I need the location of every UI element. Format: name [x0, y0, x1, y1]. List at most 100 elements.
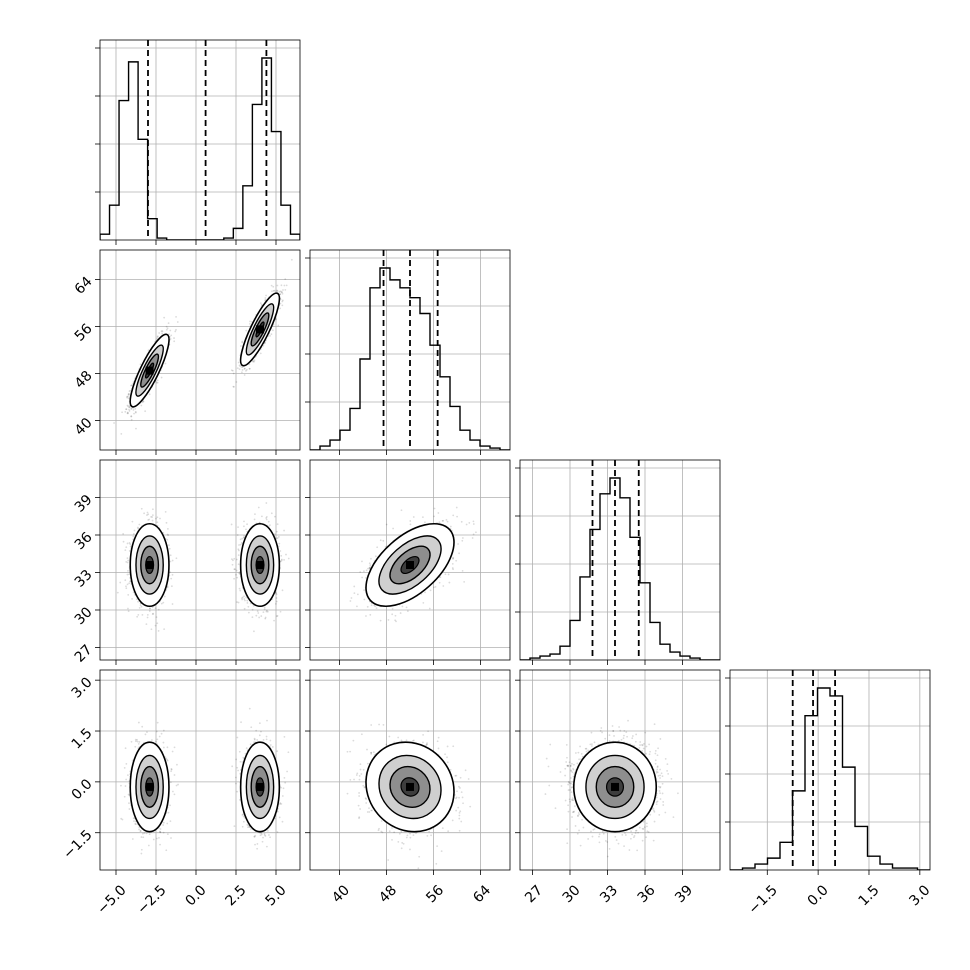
scatter-point: [127, 593, 130, 596]
scatter-point: [278, 290, 281, 293]
scatter-point: [281, 304, 284, 307]
scatter-point: [275, 537, 278, 540]
scatter-point: [272, 285, 275, 288]
scatter-point: [135, 427, 137, 430]
scatter-point: [253, 518, 256, 521]
scatter-point: [126, 412, 129, 415]
scatter-point: [151, 516, 154, 518]
scatter-point: [130, 408, 133, 410]
scatter-point: [124, 579, 127, 582]
scatter-point: [124, 410, 127, 413]
scatter-point: [130, 415, 133, 418]
scatter-point: [130, 415, 133, 418]
scatter-point: [160, 376, 163, 379]
scatter-point: [125, 587, 128, 590]
scatter-point: [276, 614, 279, 617]
scatter-point: [270, 284, 273, 287]
scatter-point: [134, 410, 137, 413]
scatter-point: [129, 543, 132, 546]
scatter-point: [252, 604, 255, 607]
scatter-point: [163, 316, 166, 319]
scatter-point: [279, 298, 282, 301]
scatter-point: [127, 569, 129, 572]
histogram-panel-0: [100, 40, 300, 240]
scatter-point: [134, 407, 137, 410]
scatter-point: [281, 291, 283, 294]
scatter-point: [253, 359, 256, 362]
scatter-point: [278, 542, 281, 545]
scatter-point: [161, 332, 164, 335]
scatter-point: [126, 573, 129, 576]
scatter-point: [129, 580, 132, 583]
scatter-point: [240, 597, 243, 600]
scatter-point: [230, 523, 233, 526]
scatter-point: [128, 408, 130, 411]
scatter-point: [124, 549, 127, 552]
scatter-point: [243, 367, 246, 370]
scatter-point: [173, 340, 176, 343]
scatter-point: [282, 289, 284, 291]
scatter-point: [127, 405, 130, 408]
scatter-point: [233, 385, 235, 388]
scatter-point: [251, 360, 254, 362]
density-peak: [145, 366, 154, 375]
histogram-panel-3: [730, 670, 930, 870]
scatter-point: [280, 559, 283, 562]
scatter-point: [275, 597, 278, 599]
scatter-point: [147, 519, 150, 521]
scatter-point: [165, 521, 168, 524]
scatter-point: [133, 412, 135, 415]
scatter-point: [175, 328, 177, 331]
scatter-point: [265, 610, 268, 613]
scatter-point: [163, 595, 166, 598]
scatter-point: [247, 611, 250, 614]
scatter-point: [235, 558, 238, 561]
density-peak: [256, 325, 264, 334]
scatter-point: [149, 607, 151, 610]
scatter-point: [166, 538, 169, 541]
scatter-point: [169, 554, 172, 557]
scatter-point: [264, 617, 267, 620]
scatter-point: [290, 258, 293, 261]
scatter-point: [257, 506, 260, 509]
scatter-point: [258, 616, 261, 619]
scatter-point: [274, 602, 277, 605]
scatter-point: [135, 598, 138, 601]
scatter-point: [143, 512, 146, 515]
scatter-point: [257, 612, 260, 614]
scatter-point: [265, 609, 268, 612]
scatter-point: [276, 537, 279, 539]
scatter-point: [127, 392, 130, 395]
scatter-point: [157, 608, 160, 611]
scatter-point: [171, 573, 174, 576]
scatter-point: [170, 334, 173, 337]
scatter-point: [243, 598, 246, 600]
scatter-point: [259, 302, 262, 305]
scatter-point: [127, 397, 130, 400]
scatter-point: [279, 307, 282, 310]
scatter-point: [239, 543, 242, 546]
scatter-point: [171, 559, 174, 562]
scatter-point: [167, 534, 170, 536]
histogram-line: [730, 687, 930, 870]
scatter-point: [238, 364, 241, 367]
scatter-point: [125, 408, 127, 411]
scatter-point: [263, 606, 266, 609]
scatter-point: [168, 547, 171, 550]
scatter-point: [265, 294, 267, 297]
scatter-point: [233, 577, 235, 580]
scatter-point: [169, 329, 172, 332]
histogram-panel-1: [310, 250, 510, 450]
scatter-point: [137, 600, 139, 603]
scatter-point: [173, 337, 175, 339]
scatter-point: [251, 608, 254, 611]
scatter-point: [287, 557, 290, 560]
scatter-point: [247, 605, 250, 608]
scatter-point: [156, 335, 159, 338]
scatter-point: [125, 408, 128, 411]
scatter-point: [239, 589, 242, 592]
scatter-point: [119, 581, 122, 584]
scatter-point: [146, 616, 149, 619]
scatter-point: [140, 507, 143, 510]
